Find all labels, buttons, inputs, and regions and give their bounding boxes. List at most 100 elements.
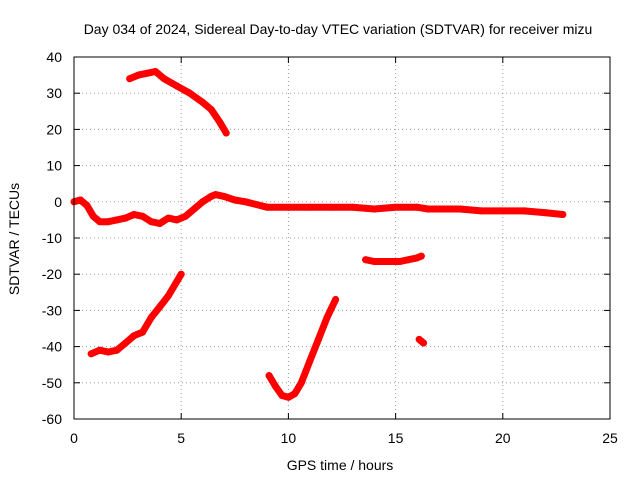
series-arc-4 bbox=[265, 296, 340, 401]
chart-title: Day 034 of 2024, Sidereal Day-to-day VTE… bbox=[84, 21, 593, 37]
data-point bbox=[265, 372, 273, 380]
x-tick-label: 20 bbox=[495, 430, 511, 446]
data-point bbox=[113, 346, 121, 354]
data-point bbox=[392, 203, 400, 211]
plot-frame bbox=[73, 56, 611, 420]
data-point bbox=[152, 68, 159, 75]
grid-lines bbox=[74, 57, 610, 419]
data-point bbox=[278, 392, 286, 399]
y-tick-label: -10 bbox=[42, 230, 62, 246]
data-point bbox=[87, 350, 95, 358]
data-point bbox=[542, 209, 550, 217]
data-point bbox=[89, 212, 97, 220]
data-point bbox=[231, 196, 239, 204]
data-point bbox=[156, 220, 164, 227]
data-point bbox=[83, 201, 91, 209]
x-tick-label: 25 bbox=[602, 430, 618, 446]
data-point bbox=[139, 328, 147, 336]
data-point bbox=[139, 212, 147, 220]
y-tick-label: -40 bbox=[42, 339, 62, 355]
data-point bbox=[113, 216, 121, 224]
data-point bbox=[96, 346, 104, 354]
y-tick-label: -60 bbox=[42, 411, 62, 427]
data-point bbox=[396, 258, 404, 265]
data-point bbox=[143, 69, 151, 77]
data-point bbox=[477, 207, 485, 215]
data-point bbox=[387, 258, 395, 265]
data-point bbox=[147, 218, 155, 226]
data-point bbox=[263, 203, 271, 211]
data-point bbox=[199, 198, 207, 206]
y-tick-label: 0 bbox=[54, 194, 62, 210]
data-point bbox=[499, 207, 507, 215]
x-tick-label: 15 bbox=[388, 430, 404, 446]
data-point bbox=[122, 339, 129, 347]
x-tick-labels: 0 5 10 15 20 25 bbox=[70, 430, 618, 446]
data-point bbox=[370, 205, 378, 213]
series-arc-5 bbox=[362, 252, 425, 265]
data-point bbox=[306, 357, 314, 365]
y-axis-label: SDTVAR / TECUs bbox=[6, 183, 22, 295]
data-point bbox=[212, 191, 219, 199]
data-point bbox=[190, 205, 198, 213]
data-point bbox=[147, 314, 155, 322]
data-series bbox=[70, 68, 567, 401]
data-point bbox=[104, 218, 112, 226]
data-point bbox=[222, 129, 230, 137]
data-point bbox=[130, 211, 138, 218]
data-point bbox=[284, 203, 292, 211]
series-arc-2 bbox=[70, 191, 567, 227]
data-point bbox=[327, 203, 335, 211]
y-tick-label: 30 bbox=[46, 85, 62, 101]
data-point bbox=[306, 203, 314, 211]
data-point bbox=[207, 106, 215, 113]
data-point bbox=[122, 214, 129, 222]
data-point bbox=[559, 211, 567, 218]
x-axis-label: GPS time / hours bbox=[287, 457, 394, 473]
series-arc-6 bbox=[415, 335, 427, 347]
data-point bbox=[182, 212, 189, 220]
data-point bbox=[199, 98, 207, 106]
data-point bbox=[173, 216, 181, 224]
data-point bbox=[405, 256, 412, 264]
series-arc-1 bbox=[126, 68, 230, 137]
y-tick-labels: -60 -50 -40 -30 -20 -10 0 10 20 30 40 bbox=[42, 49, 62, 427]
data-point bbox=[314, 335, 322, 343]
data-point bbox=[186, 89, 194, 97]
data-point bbox=[173, 277, 181, 285]
x-tick-label: 10 bbox=[281, 430, 297, 446]
data-point bbox=[130, 332, 138, 340]
data-point bbox=[332, 296, 340, 303]
data-point bbox=[435, 205, 442, 213]
data-point bbox=[297, 379, 305, 387]
data-point bbox=[291, 390, 299, 398]
data-point bbox=[164, 214, 172, 222]
data-point bbox=[216, 118, 224, 126]
data-point bbox=[104, 348, 112, 356]
series-arc-3 bbox=[87, 270, 185, 358]
data-point bbox=[349, 203, 357, 211]
data-point bbox=[156, 303, 164, 311]
series-line bbox=[265, 296, 340, 401]
data-point bbox=[173, 82, 181, 90]
data-point bbox=[370, 258, 378, 265]
data-point bbox=[284, 393, 292, 401]
data-point bbox=[76, 196, 84, 204]
y-tick-label: 40 bbox=[46, 49, 62, 65]
data-point bbox=[96, 218, 104, 226]
data-point bbox=[417, 252, 425, 260]
y-tick-label: 20 bbox=[46, 121, 62, 137]
x-tick-label: 0 bbox=[70, 430, 78, 446]
y-tick-label: 10 bbox=[46, 158, 62, 174]
y-tick-label: -30 bbox=[42, 302, 62, 318]
data-point bbox=[134, 71, 142, 79]
data-point bbox=[379, 258, 387, 265]
data-point bbox=[413, 203, 421, 211]
data-point bbox=[272, 382, 279, 390]
data-point bbox=[323, 314, 331, 322]
data-point bbox=[220, 192, 228, 200]
data-point bbox=[160, 75, 168, 83]
data-point bbox=[362, 256, 370, 264]
